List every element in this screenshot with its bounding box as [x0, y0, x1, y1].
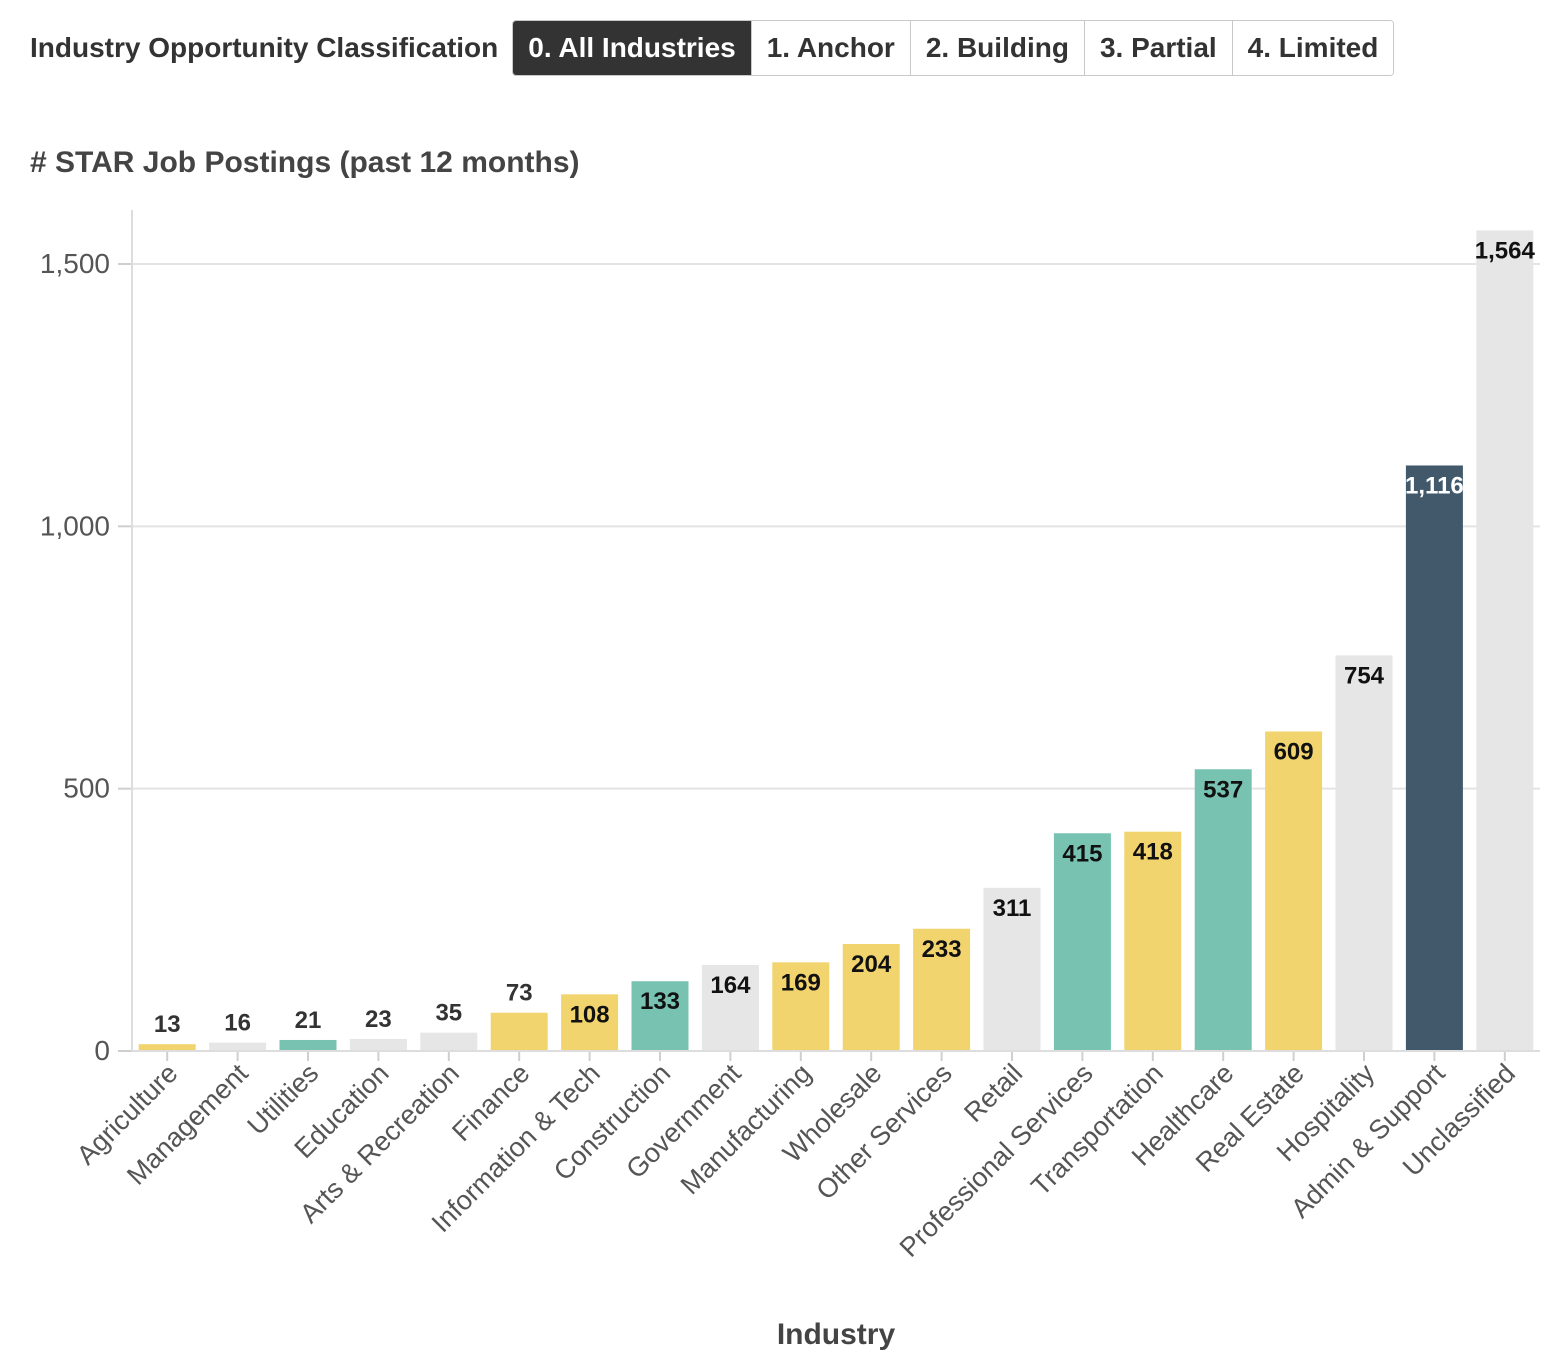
bar [1124, 831, 1182, 1051]
bar-value-label: 133 [640, 988, 680, 1015]
bar [772, 962, 830, 1051]
bar [349, 1038, 407, 1051]
bar [209, 1042, 267, 1051]
bar-value-label: 13 [154, 1011, 181, 1038]
bar [701, 964, 759, 1051]
bar [842, 943, 900, 1051]
bar [1335, 655, 1393, 1051]
bar-value-label: 21 [295, 1007, 322, 1034]
bar-value-label: 418 [1133, 839, 1173, 866]
x-tick-label: Management [121, 1058, 254, 1191]
bar [1405, 465, 1463, 1051]
bar [561, 994, 619, 1051]
filter-all-industries-button[interactable]: 0. All Industries [513, 21, 752, 75]
bar-value-label: 108 [570, 1001, 610, 1028]
bar-value-label: 537 [1203, 776, 1243, 803]
bar [1194, 769, 1252, 1051]
bar-value-label: 754 [1344, 662, 1385, 689]
bar-value-label: 169 [781, 969, 821, 996]
bar [490, 1012, 548, 1051]
bar-value-label: 415 [1062, 840, 1102, 867]
bar [1265, 731, 1323, 1051]
bar-value-label: 311 [993, 895, 1032, 922]
bar [420, 1032, 478, 1051]
bar [138, 1044, 196, 1051]
bar-value-label: 73 [506, 980, 533, 1007]
filter-partial-button[interactable]: 3. Partial [1084, 21, 1233, 75]
bar-value-label: 23 [365, 1006, 392, 1033]
x-axis-title: Industry [777, 1318, 896, 1351]
bar-value-label: 35 [435, 1000, 462, 1027]
bar-value-label: 164 [710, 972, 751, 999]
bar-value-label: 204 [851, 951, 892, 978]
filter-building-button[interactable]: 2. Building [910, 21, 1085, 75]
y-tick-label: 0 [94, 1035, 110, 1066]
bar [983, 887, 1041, 1051]
filter-limited-button[interactable]: 4. Limited [1232, 21, 1394, 75]
classification-toolbar: Industry Opportunity Classification 0. A… [30, 20, 1395, 76]
bar-value-label: 1,564 [1475, 237, 1536, 264]
bar-value-label: 233 [922, 936, 962, 963]
bar [631, 981, 689, 1051]
chart-title: # STAR Job Postings (past 12 months) [30, 146, 580, 179]
y-tick-label: 1,000 [40, 510, 110, 541]
bar [1476, 230, 1534, 1051]
bar [279, 1039, 337, 1051]
filter-anchor-button[interactable]: 1. Anchor [751, 21, 911, 75]
bar-value-label: 16 [224, 1010, 251, 1037]
bar-value-label: 609 [1274, 738, 1314, 765]
classification-label: Industry Opportunity Classification [30, 32, 499, 63]
bar [1053, 833, 1111, 1051]
bar [913, 928, 971, 1051]
bar-value-label: 1,116 [1405, 472, 1464, 499]
classification-filter: 0. All Industries 1. Anchor 2. Building … [512, 20, 1395, 76]
y-tick-label: 1,500 [40, 248, 110, 279]
y-tick-label: 500 [63, 773, 110, 804]
